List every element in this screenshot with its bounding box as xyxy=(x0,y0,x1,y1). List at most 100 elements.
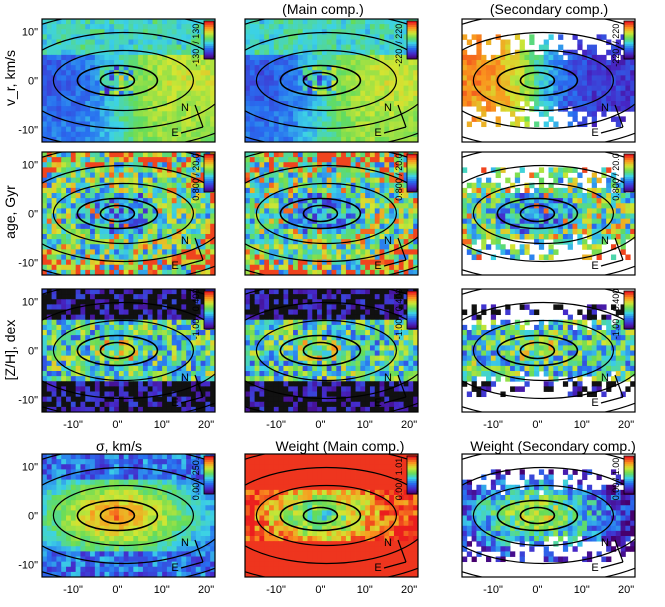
heatmap-cell xyxy=(524,218,530,225)
heatmap-cell xyxy=(331,49,337,56)
heatmap-cell xyxy=(190,101,197,107)
heatmap-cell xyxy=(195,234,201,240)
heatmap-cell xyxy=(166,289,173,295)
heatmap-cell xyxy=(345,126,352,133)
heatmap-cell xyxy=(123,319,129,326)
heatmap-cell xyxy=(42,314,48,321)
heatmap-cell xyxy=(278,24,284,30)
heatmap-cell xyxy=(558,208,564,214)
heatmap-cell xyxy=(264,101,270,107)
heatmap-cell xyxy=(90,172,96,179)
heatmap-cell xyxy=(278,106,284,112)
heatmap-cell xyxy=(350,44,356,51)
heatmap-cell xyxy=(317,269,323,275)
heatmap-cell xyxy=(601,223,607,230)
heatmap-cell xyxy=(42,111,48,117)
colorbar-label: -130. / 130. xyxy=(191,21,201,67)
heatmap-cell xyxy=(365,193,371,199)
heatmap-cell xyxy=(529,39,535,46)
heatmap-cell xyxy=(510,244,516,250)
heatmap-cell xyxy=(142,330,149,336)
heatmap-cell xyxy=(297,44,304,51)
heatmap-cell xyxy=(365,39,371,46)
heatmap-cell xyxy=(142,294,149,300)
heatmap-cell xyxy=(273,60,280,66)
heatmap-cell xyxy=(264,208,270,214)
heatmap-cell xyxy=(336,249,342,255)
heatmap-cell xyxy=(562,208,569,214)
heatmap-cell xyxy=(403,213,409,220)
heatmap-cell xyxy=(138,239,144,245)
colorbar-step xyxy=(204,173,214,176)
y-tick-label: 10" xyxy=(22,159,38,171)
heatmap-cell xyxy=(181,182,187,189)
heatmap-cell xyxy=(336,269,342,275)
heatmap-cell xyxy=(70,34,77,40)
heatmap-cell xyxy=(142,234,149,240)
heatmap-cell xyxy=(70,294,77,300)
heatmap-cell xyxy=(486,85,492,92)
heatmap-cell xyxy=(558,234,564,240)
heatmap-cell xyxy=(466,75,473,81)
heatmap-cell xyxy=(302,39,308,46)
heatmap-cell xyxy=(331,218,337,225)
heatmap-cell xyxy=(56,126,62,133)
heatmap-cell xyxy=(345,34,352,40)
heatmap-cell xyxy=(538,65,545,71)
heatmap-cell xyxy=(500,80,506,87)
heatmap-cell xyxy=(529,49,535,56)
heatmap-cell xyxy=(138,80,144,87)
heatmap-cell xyxy=(190,289,197,295)
heatmap-cell xyxy=(393,228,400,235)
heatmap-cell xyxy=(505,213,511,220)
heatmap-cell xyxy=(297,213,304,220)
heatmap-cell xyxy=(138,54,144,61)
heatmap-cell xyxy=(56,314,62,321)
contour-line xyxy=(519,71,556,90)
colorbar-step xyxy=(624,167,634,170)
heatmap-cell xyxy=(543,65,549,71)
heatmap-cell xyxy=(524,249,530,255)
heatmap-cell xyxy=(142,259,149,266)
heatmap-cell xyxy=(245,249,251,255)
heatmap-cell xyxy=(591,101,597,107)
colorbar-step xyxy=(407,182,417,185)
colorbar-step xyxy=(407,36,417,39)
heatmap-cell xyxy=(147,162,153,168)
heatmap-cell xyxy=(195,24,201,30)
heatmap-cell xyxy=(128,254,134,261)
heatmap-cell xyxy=(245,136,251,142)
heatmap-cell xyxy=(56,228,62,235)
colorbar: 0.800 / 20.0 xyxy=(394,153,418,201)
heatmap-cell xyxy=(379,116,385,122)
heatmap-cell xyxy=(147,223,153,230)
heatmap-cell xyxy=(94,234,101,240)
heatmap-cell xyxy=(123,24,129,30)
heatmap-cell xyxy=(264,131,270,138)
heatmap-cell xyxy=(157,182,163,189)
heatmap-cell xyxy=(558,95,564,102)
heatmap-cell xyxy=(283,95,289,102)
heatmap-cell xyxy=(297,234,304,240)
heatmap-cell xyxy=(273,244,280,250)
heatmap-cell xyxy=(245,213,251,220)
heatmap-cell xyxy=(200,131,206,138)
heatmap-cell xyxy=(166,70,173,76)
heatmap-cell xyxy=(413,198,418,204)
heatmap-cell xyxy=(620,65,626,71)
heatmap-cell xyxy=(553,60,559,66)
heatmap-cell xyxy=(577,208,583,214)
heatmap-cell xyxy=(524,116,530,122)
heatmap-cell xyxy=(379,187,385,194)
heatmap-cell xyxy=(133,44,139,51)
heatmap-cell xyxy=(321,254,328,261)
heatmap-cell xyxy=(245,254,251,261)
heatmap-cell xyxy=(181,162,187,168)
heatmap-cell xyxy=(312,152,318,158)
heatmap-cell xyxy=(51,299,57,305)
heatmap-cell xyxy=(254,131,260,138)
heatmap-cell xyxy=(495,65,501,71)
heatmap-cell xyxy=(355,131,361,138)
heatmap-cell xyxy=(331,203,337,209)
heatmap-cell xyxy=(245,182,251,189)
